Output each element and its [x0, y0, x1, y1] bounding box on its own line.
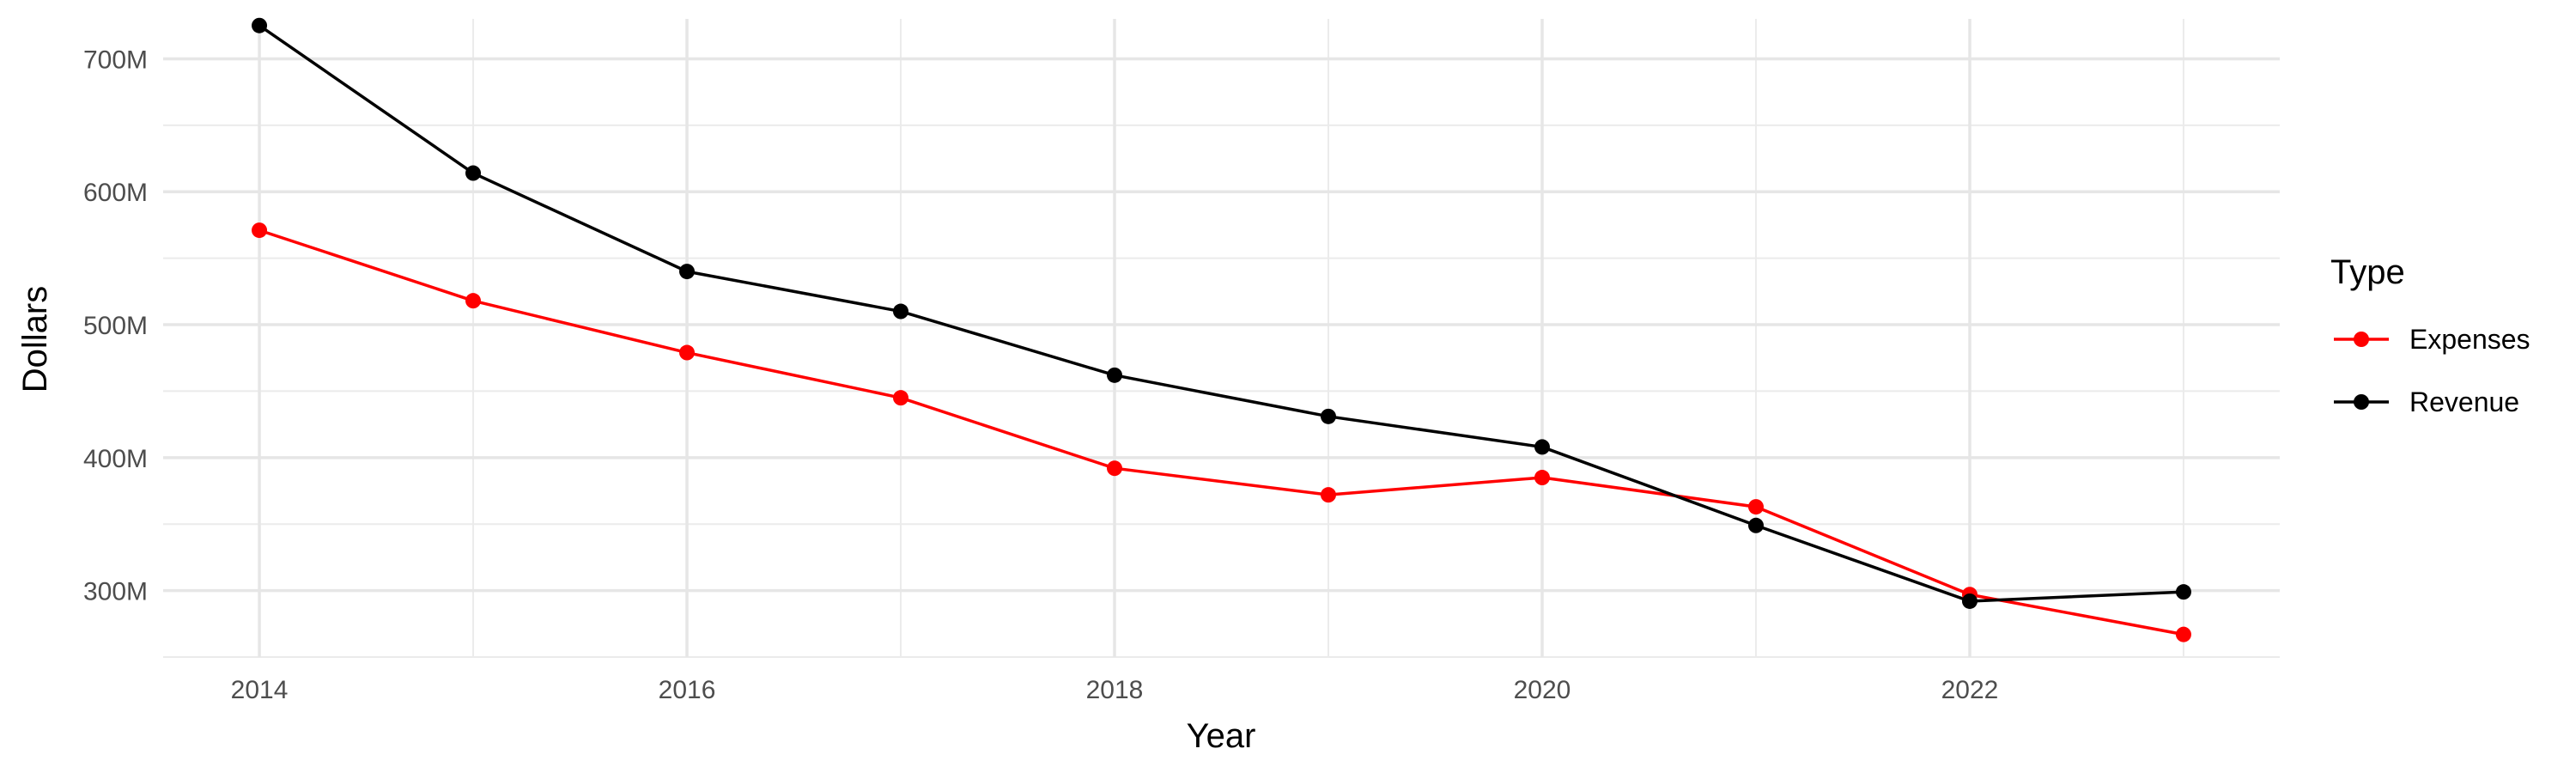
revenue-data-point	[679, 264, 696, 280]
expenses-data-point	[1320, 487, 1336, 503]
expenses-series-line	[258, 228, 2184, 636]
expenses-data-point	[893, 390, 909, 406]
expenses-data-point	[465, 293, 482, 309]
expenses-data-point	[2175, 626, 2191, 642]
legend-label-revenue: Revenue	[2409, 386, 2519, 417]
x-tick-label: 2014	[231, 676, 289, 704]
y-tick-label: 700M	[83, 46, 148, 74]
expenses-data-point	[252, 222, 268, 239]
legend-key-point-expenses	[2354, 332, 2369, 347]
y-tick-label: 400M	[83, 445, 148, 473]
y-tick-label: 300M	[83, 578, 148, 606]
expenses-data-point	[1107, 460, 1123, 477]
revenue-data-point	[1961, 593, 1978, 609]
expenses-data-point	[679, 344, 696, 361]
revenue-data-point	[2175, 584, 2191, 600]
data-points	[252, 17, 2191, 642]
expenses-data-point	[1534, 470, 1550, 486]
revenue-data-point	[1107, 367, 1123, 383]
expenses-data-point	[1747, 499, 1764, 515]
revenue-data-point	[1747, 517, 1764, 533]
legend-label-expenses: Expenses	[2409, 324, 2530, 355]
series-lines	[258, 24, 2184, 636]
revenue-data-point	[1320, 408, 1336, 424]
y-axis-title: Dollars	[16, 286, 54, 393]
revenue-series-line	[258, 24, 2184, 603]
x-tick-label: 2018	[1086, 676, 1144, 704]
y-tick-label: 600M	[83, 179, 148, 207]
legend-title: Type	[2330, 253, 2405, 291]
revenue-data-point	[465, 165, 482, 181]
x-tick-label: 2020	[1514, 676, 1571, 704]
tick-labels: 2014 2016 2018 2020 2022 300M 400M 500M 600M 700M	[83, 46, 1998, 704]
legend-key-point-revenue	[2354, 394, 2369, 410]
x-tick-label: 2022	[1941, 676, 1999, 704]
x-tick-label: 2016	[659, 676, 716, 704]
gridlines	[163, 19, 2280, 658]
revenue-data-point	[1534, 439, 1550, 455]
y-tick-label: 500M	[83, 312, 148, 340]
legend: Type Expenses Revenue	[2330, 253, 2530, 417]
x-axis-title: Year	[1187, 717, 1256, 755]
revenue-data-point	[893, 303, 909, 320]
revenue-data-point	[252, 17, 268, 33]
